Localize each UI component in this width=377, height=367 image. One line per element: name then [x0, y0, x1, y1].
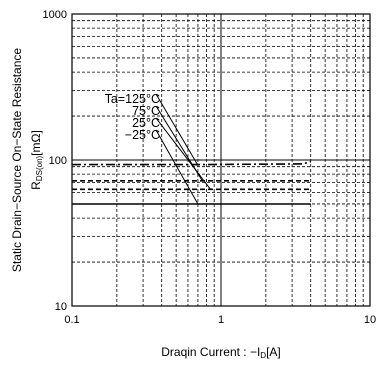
series-line-0	[72, 161, 311, 166]
y-tick-label: 1000	[43, 9, 67, 21]
annotation-label-3: −25°C	[125, 128, 160, 142]
annotation-label-0: Ta=125°C	[105, 92, 160, 106]
x-tick-label: 0.1	[64, 314, 79, 326]
x-tick-label: 10	[364, 314, 376, 326]
y-tick-label: 10	[55, 301, 67, 313]
y-axis-label-line2: RDS(on)[mΩ]	[29, 130, 44, 190]
x-axis-label-unit: [A]	[266, 345, 281, 359]
x-axis-label: Draqin Current : −ID[A]	[161, 345, 281, 360]
x-tick-label: 1	[218, 314, 224, 326]
y-tick-label: 100	[49, 155, 67, 167]
annotation-leader-0	[155, 93, 199, 166]
series-group	[72, 161, 311, 205]
annotation-leader-3	[155, 129, 199, 205]
annotations: Ta=125°C75°C25°C−25°C	[105, 92, 160, 142]
label-leaders	[155, 93, 211, 205]
x-axis-label-main: Draqin Current : −I	[161, 345, 260, 359]
y-axis-label-unit: [mΩ]	[29, 130, 43, 156]
x-axis-label-sub: D	[260, 351, 266, 360]
grid	[72, 14, 370, 306]
y-axis-label-r: R	[29, 181, 43, 190]
y-axis-label-line1: Static Drain−Source On−State Resistance	[10, 48, 24, 272]
tick-labels: 0.1 1 10 10 100 1000	[43, 9, 377, 326]
plot-frame	[71, 13, 371, 307]
annotation-label-2: 25°C	[132, 116, 160, 130]
annotation-leader-2	[155, 117, 211, 190]
annotation-label-1: 75°C	[132, 104, 160, 118]
y-axis-label-sub: DS(on)	[35, 155, 44, 181]
